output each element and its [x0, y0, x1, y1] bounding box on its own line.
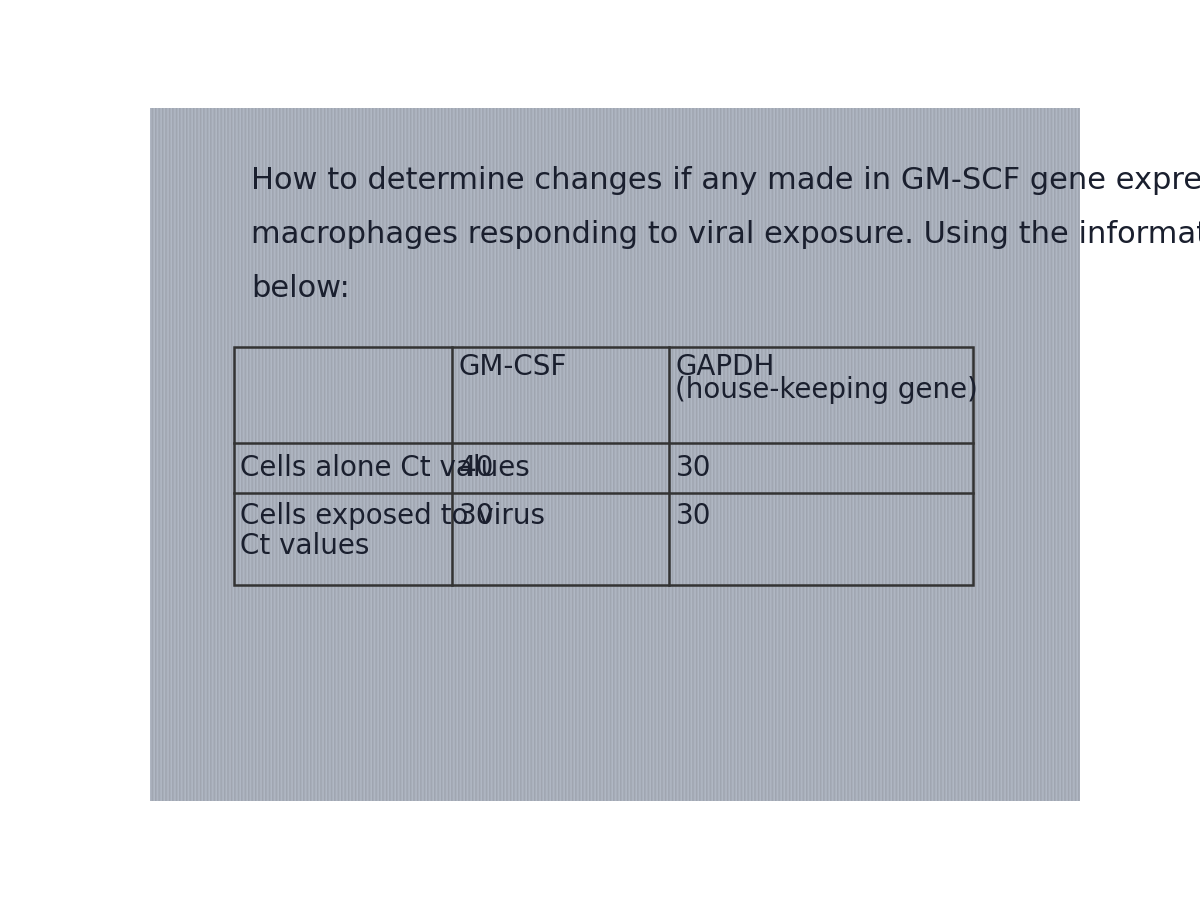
- Text: (house-keeping gene): (house-keeping gene): [676, 376, 978, 404]
- Text: 40: 40: [458, 454, 494, 482]
- Text: 30: 30: [676, 454, 710, 482]
- Text: Cells alone Ct values: Cells alone Ct values: [240, 454, 529, 482]
- Text: GAPDH: GAPDH: [676, 353, 775, 381]
- Text: How to determine changes if any made in GM-SCF gene expression in: How to determine changes if any made in …: [251, 166, 1200, 194]
- Text: below:: below:: [251, 274, 349, 302]
- Text: Ct values: Ct values: [240, 532, 370, 560]
- Text: GM-CSF: GM-CSF: [458, 353, 566, 381]
- Bar: [234, 346, 973, 585]
- Text: macrophages responding to viral exposure. Using the information given: macrophages responding to viral exposure…: [251, 220, 1200, 248]
- Text: 30: 30: [458, 502, 494, 530]
- Text: 30: 30: [676, 502, 710, 530]
- Text: Cells exposed to virus: Cells exposed to virus: [240, 502, 545, 530]
